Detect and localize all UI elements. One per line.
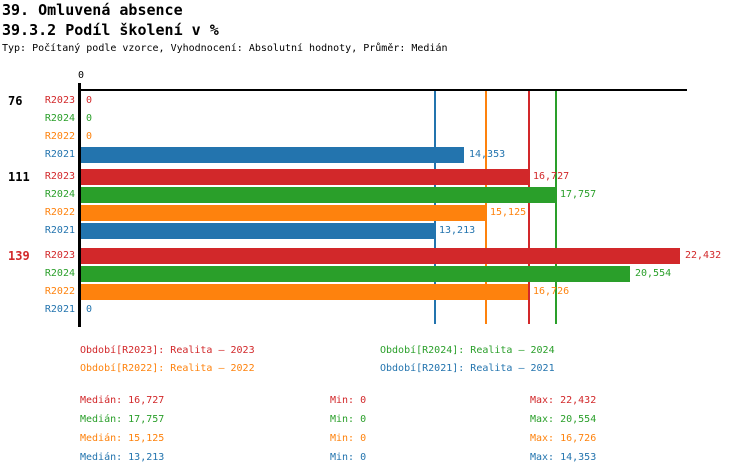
- series-label-r2021: R2021: [44, 304, 75, 315]
- stat-max-r2023: Max: 22,432: [530, 395, 597, 406]
- legend-item-r2022: Období[R2022]: Realita – 2022: [80, 363, 255, 374]
- series-label-r2021: R2021: [44, 225, 75, 236]
- bar-value-label: 22,432: [685, 250, 722, 261]
- group-label-139: 139: [8, 249, 30, 263]
- series-label-r2024: R2024: [44, 268, 75, 279]
- series-label-r2023: R2023: [44, 95, 75, 106]
- bar-value-label: 0: [86, 304, 93, 315]
- bar-value-label: 0: [86, 131, 93, 142]
- median-line-r2022: [485, 91, 487, 324]
- series-label-r2022: R2022: [44, 286, 75, 297]
- bar-value-label: 15,125: [490, 207, 527, 218]
- bar-value-label: 0: [86, 113, 93, 124]
- stat-median-r2023: Medián: 16,727: [80, 395, 165, 406]
- bar-111-r2023: [81, 169, 528, 185]
- stat-max-r2022: Max: 16,726: [530, 433, 597, 444]
- legend-item-r2021: Období[R2021]: Realita – 2021: [380, 363, 555, 374]
- chart-title: 39.3.2 Podíl školení v %: [2, 21, 219, 39]
- bar-value-label: 20,554: [635, 268, 672, 279]
- stat-min-r2024: Min: 0: [330, 414, 367, 425]
- axis-line-horizontal: [78, 89, 687, 91]
- median-line-r2024: [555, 91, 557, 324]
- bar-value-label: 17,757: [560, 189, 597, 200]
- series-label-r2024: R2024: [44, 189, 75, 200]
- page-title: 39. Omluvená absence: [2, 1, 183, 19]
- bar-value-label: 0: [86, 95, 93, 106]
- bar-value-label: 13,213: [439, 225, 476, 236]
- median-line-r2023: [528, 91, 530, 324]
- bar-139-r2022: [81, 284, 528, 300]
- group-label-111: 111: [8, 170, 30, 184]
- series-label-r2024: R2024: [44, 113, 75, 124]
- stat-min-r2021: Min: 0: [330, 452, 367, 463]
- axis-origin-tick-label: 0: [77, 70, 85, 81]
- axis-line-vertical: [78, 83, 81, 327]
- series-label-r2021: R2021: [44, 149, 75, 160]
- series-label-r2023: R2023: [44, 171, 75, 182]
- group-label-76: 76: [8, 94, 23, 108]
- stat-median-r2024: Medián: 17,757: [80, 414, 165, 425]
- bar-111-r2021: [81, 223, 434, 239]
- stat-max-r2021: Max: 14,353: [530, 452, 597, 463]
- series-label-r2023: R2023: [44, 250, 75, 261]
- stat-min-r2023: Min: 0: [330, 395, 367, 406]
- stat-median-r2021: Medián: 13,213: [80, 452, 165, 463]
- bar-111-r2024: [81, 187, 555, 203]
- bar-111-r2022: [81, 205, 485, 221]
- series-label-r2022: R2022: [44, 207, 75, 218]
- bar-value-label: 16,727: [533, 171, 570, 182]
- bar-139-r2023: [81, 248, 680, 264]
- stat-max-r2024: Max: 20,554: [530, 414, 597, 425]
- series-label-r2022: R2022: [44, 131, 75, 142]
- legend-item-r2024: Období[R2024]: Realita – 2024: [380, 345, 555, 356]
- stat-min-r2022: Min: 0: [330, 433, 367, 444]
- chart-meta: Typ: Počítaný podle vzorce, Vyhodnocení:…: [2, 43, 448, 54]
- bar-value-label: 16,726: [533, 286, 570, 297]
- bar-value-label: 14,353: [469, 149, 506, 160]
- bar-76-r2021: [81, 147, 464, 163]
- legend-item-r2023: Období[R2023]: Realita – 2023: [80, 345, 255, 356]
- bar-139-r2024: [81, 266, 630, 282]
- stat-median-r2022: Medián: 15,125: [80, 433, 165, 444]
